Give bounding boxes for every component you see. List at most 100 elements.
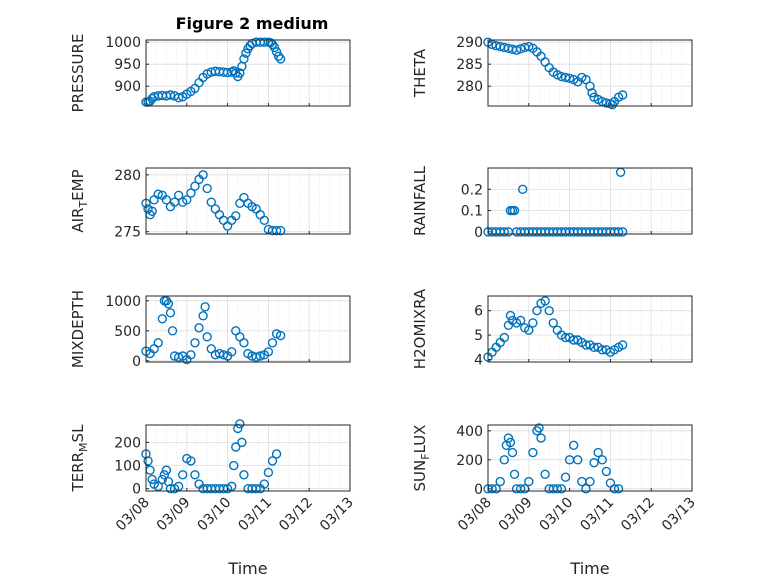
panel-terr-msl-axes-box [145, 424, 351, 492]
panel-theta-data-point [560, 72, 571, 83]
panel-terr-msl-data-point [178, 470, 188, 480]
panel-pressure-data-point [165, 90, 176, 100]
panel-mixdepth-data-point [218, 350, 229, 360]
panel-sun-flux-data-point [573, 455, 583, 465]
panel-sun-flux-data-point [601, 466, 612, 477]
panel-rainfall: 0 0.1 0.2 RAINFALL [411, 165, 693, 241]
panel-h2omixra-data-point [548, 318, 558, 328]
panel-terr-msl-data-point [235, 419, 245, 429]
figure-title: Figure 2 medium [176, 14, 329, 33]
panel-pressure-data-point [173, 92, 184, 103]
panel-mixdepth-data-point [173, 352, 184, 362]
panel-terr-msl-data-point [161, 465, 172, 475]
panel-theta-data-point [581, 74, 591, 85]
panel-terr-msl-data-point [153, 481, 163, 492]
panel-mixdepth-data-point [202, 332, 212, 342]
panel-terr-msl-data-point [159, 470, 170, 480]
panel-h2omixra-data-point [597, 345, 607, 355]
panel-sun-flux-data-point [528, 447, 538, 458]
panel-mixdepth-data-point [200, 302, 210, 312]
panel-pressure: 900 950 1000 PRESSURE [69, 34, 351, 113]
panel-terr-msl-data-point [229, 460, 239, 471]
panel-sun-flux-y-tick-label: 400 [456, 424, 483, 440]
panel-pressure-series [141, 37, 286, 107]
panel-sun-flux-data-point [552, 484, 563, 494]
panel-h2omixra: 4 5 6 H2OMIXRA [411, 288, 693, 369]
panel-pressure-y-tick-label: 950 [114, 57, 141, 73]
panel-rainfall-ylabel: RAINFALL [411, 165, 429, 236]
panel-sun-flux-data-point [534, 423, 544, 433]
panel-h2omixra-data-point [528, 318, 538, 328]
panel-sun-flux-series [483, 423, 624, 494]
panel-air-temp-data-point [231, 211, 241, 221]
panel-pressure-data-point [271, 47, 282, 57]
panel-theta-y-tick-label: 280 [456, 79, 483, 95]
panel-mixdepth-y-tick-label: 1000 [105, 294, 141, 310]
panel-mixdepth-data-point [157, 314, 168, 324]
panel-terr-msl-data-point [271, 449, 282, 459]
panel-terr-msl-data-point [251, 483, 261, 494]
panel-terr-msl-xlabel: Time [227, 559, 267, 578]
panel-terr-msl-y-tick-label: 100 [114, 459, 141, 475]
panel-terr-msl-data-point [165, 483, 176, 494]
panel-sun-flux-x-tick-label: 03/12 [618, 495, 658, 535]
panel-sun-flux-data-point [585, 476, 595, 487]
panel-mixdepth: 0 500 1000 MIXDEPTH [69, 290, 351, 370]
panel-h2omixra-data-point [617, 340, 628, 350]
panel-sun-flux-x-tick-label: 03/09 [496, 495, 536, 535]
panel-air-temp-axes-box [145, 167, 351, 235]
panel-pressure-data-point [241, 48, 251, 58]
panel-theta-data-point [617, 90, 628, 100]
panel-mixdepth-data-point [190, 338, 200, 348]
panel-h2omixra-series [483, 296, 628, 362]
panel-sun-flux-y-tick-label: 200 [456, 453, 483, 469]
panel-sun-flux-x-tick-label: 03/13 [659, 495, 699, 535]
panel-pressure-axes-box [145, 39, 351, 107]
panel-mixdepth-data-point [186, 350, 196, 360]
panel-terr-msl-x-tick-label: 03/12 [276, 495, 316, 535]
panel-air-temp-data-point [173, 190, 184, 201]
panel-pressure-ylabel: PRESSURE [69, 34, 87, 113]
panel-theta-ylabel: THETA [411, 48, 429, 98]
panel-pressure-data-point [235, 68, 245, 78]
panel-terr-msl-data-point [226, 481, 237, 492]
panel-sun-flux-data-point [536, 433, 546, 443]
panel-sun-flux-data-point [495, 476, 505, 487]
panel-theta-axes-box [487, 39, 693, 107]
panel-theta-data-point [515, 44, 526, 54]
panel-sun-flux-data-point [503, 433, 514, 443]
panel-terr-msl-ylabel: TERRMSL [69, 424, 90, 493]
panel-terr-msl-x-tick-label: 03/13 [317, 495, 357, 535]
panel-sun-flux-data-point [613, 484, 624, 494]
panel-mixdepth-data-point [153, 338, 163, 348]
panel-h2omixra-data-point [589, 342, 599, 353]
panel-sun-flux-data-point [560, 472, 571, 482]
panel-mixdepth-series [141, 296, 286, 365]
panel-air-temp-ylabel: AIRTEMP [69, 169, 90, 232]
panel-h2omixra-data-point [524, 325, 534, 335]
panel-sun-flux-data-point [581, 484, 591, 494]
panel-sun-flux-data-point [524, 476, 534, 487]
panel-mixdepth-axes-box [145, 295, 351, 363]
panel-rainfall-axes-box [487, 167, 693, 235]
panel-h2omixra-ylabel: H2OMIXRA [411, 288, 429, 369]
panel-h2omixra-data-point [532, 305, 542, 316]
panel-h2omixra-data-point [540, 296, 550, 306]
panel-h2omixra-data-point [560, 332, 571, 343]
panel-air-temp-data-point [259, 215, 270, 226]
panel-rainfall-grid [487, 168, 693, 234]
panel-pressure-data-point [269, 42, 280, 53]
panel-rainfall-data-point [517, 184, 528, 194]
panel-air-temp-data-point [186, 188, 196, 198]
panel-mixdepth-y-tick-label: 0 [132, 354, 141, 370]
panel-sun-flux-data-point [540, 469, 550, 480]
panel-theta-data-point [587, 88, 597, 98]
panel-rainfall-data-point [613, 227, 624, 237]
panel-terr-msl-data-point [237, 437, 247, 448]
panel-theta-y-tick-label: 285 [456, 57, 483, 73]
panel-mixdepth-data-point [239, 338, 249, 348]
panel-sun-flux-x-tick-label: 03/08 [455, 495, 495, 535]
panel-terr-msl-data-point [267, 456, 278, 466]
